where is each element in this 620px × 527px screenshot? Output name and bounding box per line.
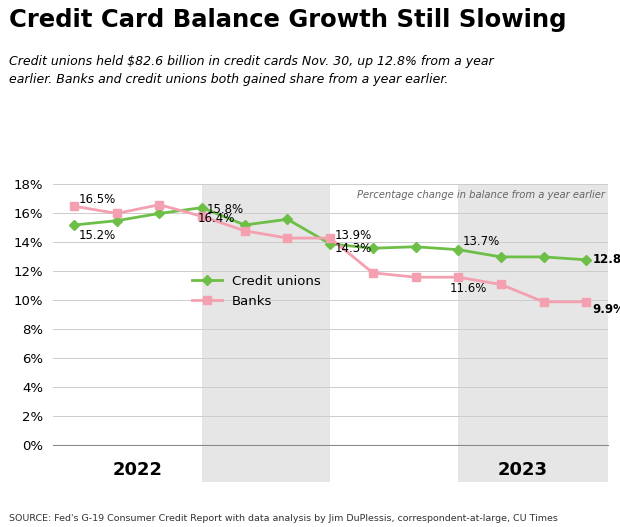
Banks [156,202,163,208]
Credit unions [454,247,462,253]
Credit unions [198,204,206,211]
Text: 13.7%: 13.7% [463,235,500,248]
Text: 11.6%: 11.6% [450,281,487,295]
Text: 9.9%: 9.9% [593,302,620,316]
Credit unions [70,222,78,228]
Text: 16.4%: 16.4% [198,212,235,225]
Text: 15.2%: 15.2% [78,229,115,242]
Bar [202,446,330,482]
Text: 15.8%: 15.8% [206,202,244,216]
Line: Banks: Banks [70,201,590,306]
Text: Percentage change in balance from a year earlier: Percentage change in balance from a year… [358,190,606,200]
Banks [540,299,547,305]
Text: 16.5%: 16.5% [78,193,115,206]
Text: 12.8%: 12.8% [593,253,620,266]
Credit unions [156,210,163,217]
Banks [241,228,249,234]
Credit unions [327,241,334,247]
Credit unions [540,254,547,260]
Text: 2023: 2023 [497,461,547,479]
Line: Credit unions: Credit unions [70,204,590,264]
Legend: Credit unions, Banks: Credit unions, Banks [192,275,321,308]
Bar [202,184,330,445]
Text: SOURCE: Fed's G-19 Consumer Credit Report with data analysis by Jim DuPlessis, c: SOURCE: Fed's G-19 Consumer Credit Repor… [9,514,558,523]
Banks [113,210,120,217]
Bar [330,446,458,482]
Banks [327,235,334,241]
Text: Credit unions held $82.6 billion in credit cards Nov. 30, up 12.8% from a year
e: Credit unions held $82.6 billion in cred… [9,55,494,86]
Banks [497,281,505,288]
Bar [53,184,202,445]
Credit unions [113,218,120,224]
Banks [369,270,376,276]
Banks [70,203,78,209]
Text: Credit Card Balance Growth Still Slowing: Credit Card Balance Growth Still Slowing [9,8,567,32]
Credit unions [369,245,376,251]
Credit unions [241,222,249,228]
Credit unions [284,216,291,222]
Credit unions [412,243,419,250]
Banks [454,274,462,280]
Bar [53,446,202,482]
Banks [198,213,206,219]
Text: 13.9%: 13.9% [334,229,371,242]
Bar [458,446,608,482]
Text: 14.3%: 14.3% [334,242,371,255]
Credit unions [583,257,590,263]
Credit unions [497,254,505,260]
Banks [284,235,291,241]
Bar [330,184,458,445]
Banks [412,274,419,280]
Bar [458,184,608,445]
Text: 2022: 2022 [113,461,163,479]
Banks [583,299,590,305]
